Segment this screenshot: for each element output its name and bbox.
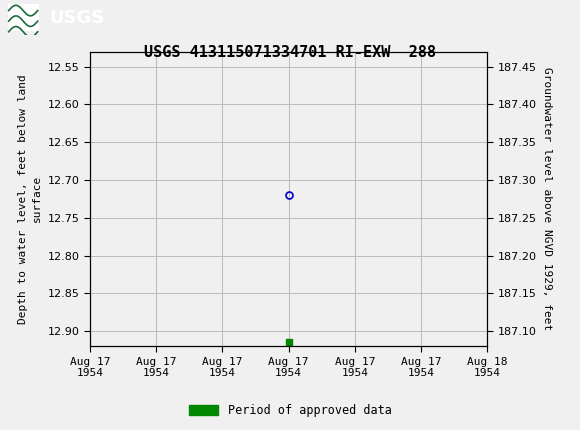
Legend: Period of approved data: Period of approved data <box>184 399 396 422</box>
Text: USGS 413115071334701 RI-EXW  288: USGS 413115071334701 RI-EXW 288 <box>144 45 436 60</box>
Text: USGS: USGS <box>49 9 104 27</box>
FancyBboxPatch shape <box>8 4 39 31</box>
Y-axis label: Groundwater level above NGVD 1929, feet: Groundwater level above NGVD 1929, feet <box>542 67 552 331</box>
Y-axis label: Depth to water level, feet below land
surface: Depth to water level, feet below land su… <box>18 74 42 324</box>
